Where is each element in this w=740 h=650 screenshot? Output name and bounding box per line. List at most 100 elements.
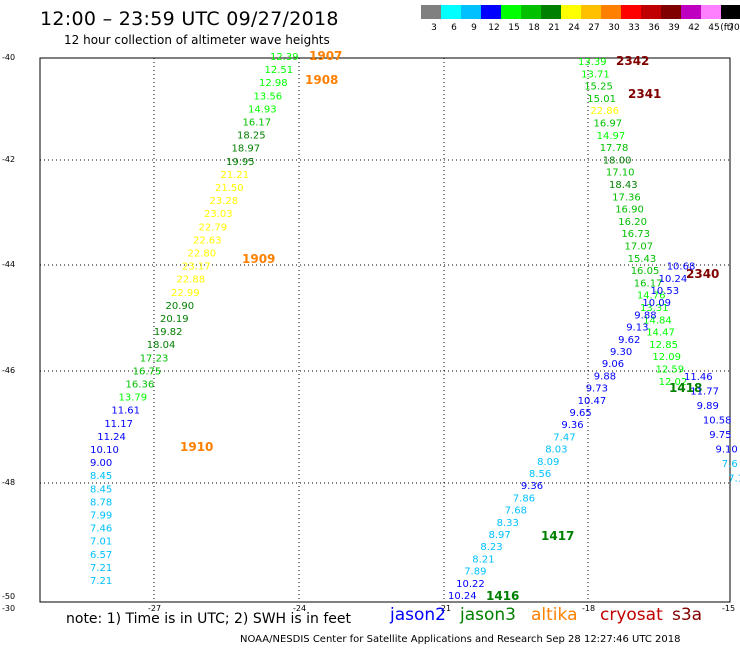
colorbar-swatch	[601, 5, 621, 19]
wave-height-value: 16.05	[631, 266, 660, 277]
wave-height-value: 11.46	[684, 372, 713, 383]
colorbar-swatch	[721, 5, 740, 19]
wave-height-value: 8.78	[90, 497, 112, 508]
corner-tick-label: -30	[2, 604, 16, 613]
wave-height-value: 21.50	[215, 183, 244, 194]
wave-height-value: 8.45	[90, 471, 112, 482]
wave-height-value: 13.71	[581, 69, 610, 80]
wave-height-value: 8.97	[489, 530, 511, 541]
lon-tick-label: -27	[148, 604, 162, 613]
wave-height-value: 17.78	[600, 143, 629, 154]
time-label: 2342	[616, 54, 649, 68]
lon-tick-label: -18	[582, 604, 596, 613]
wave-height-value: 13.79	[118, 393, 147, 404]
wave-height-value: 8.33	[497, 518, 519, 529]
time-label: 1418	[669, 381, 702, 395]
lon-tick-label: -24	[293, 604, 307, 613]
wave-height-value: 16.90	[615, 205, 644, 216]
legend-satellite-altika: altika	[531, 605, 578, 625]
colorbar-label: 3	[431, 23, 437, 33]
colorbar-label: 15	[508, 23, 520, 33]
wave-height-value: 9.06	[602, 359, 624, 370]
wave-height-value: 9.00	[90, 458, 112, 469]
page-title: 12:00 – 23:59 UTC 09/27/2018	[40, 8, 339, 30]
wave-height-value: 9.73	[586, 384, 608, 395]
wave-height-value: 16.73	[621, 229, 650, 240]
wave-height-value: 11.77	[690, 387, 719, 398]
colorbar-label: 27	[588, 23, 600, 33]
wave-height-value: 19.82	[154, 327, 183, 338]
wave-height-value: 6.57	[90, 550, 112, 561]
lon-tick-label: -21	[438, 604, 452, 613]
colorbar-swatch	[521, 5, 541, 19]
wave-height-value: 22.88	[176, 275, 205, 286]
colorbar-label: 39	[668, 23, 680, 33]
wave-height-value: 16.17	[634, 278, 663, 289]
colorbar-swatch	[661, 5, 681, 19]
colorbar-swatch	[641, 5, 661, 19]
wave-height-value: 8.56	[529, 469, 551, 480]
time-label: 1907	[309, 49, 342, 63]
wave-height-value: 7.6	[722, 459, 738, 470]
wave-height-value: 17.36	[612, 192, 641, 203]
wave-height-value: 9.65	[570, 408, 592, 419]
wave-height-value: 21.21	[220, 170, 249, 181]
wave-height-value: 10.53	[651, 286, 680, 297]
wave-height-value: 10.68	[667, 262, 696, 273]
wave-height-value: 16.75	[133, 366, 162, 377]
wave-height-value: 7.21	[90, 576, 112, 587]
time-label: 2340	[686, 267, 719, 281]
wave-height-value: 12.09	[652, 352, 681, 363]
wave-height-value: 23.03	[204, 209, 233, 220]
time-label: 2341	[628, 87, 661, 101]
legend-satellite-cryosat: cryosat	[600, 605, 663, 625]
colorbar-label: 6	[451, 23, 457, 33]
colorbar-swatch	[541, 5, 561, 19]
wave-height-value: 20.19	[160, 314, 189, 325]
time-label: 1416	[486, 589, 519, 603]
wave-height-value: 22.79	[198, 222, 227, 233]
wave-height-value: 16.20	[618, 217, 647, 228]
colorbar-swatch	[581, 5, 601, 19]
wave-height-value: 17.07	[625, 242, 654, 253]
wave-height-value: 17.23	[140, 353, 169, 364]
wave-height-value: 15.25	[584, 82, 613, 93]
wave-height-value: 9.88	[634, 310, 656, 321]
wave-height-value: 12.51	[264, 65, 293, 76]
wave-height-value: 19.95	[226, 157, 255, 168]
colorbar-swatch	[501, 5, 521, 19]
wave-height-value: 7.86	[513, 493, 535, 504]
wave-height-value: 7.99	[90, 511, 112, 522]
wave-height-value: 14.84	[643, 315, 672, 326]
page-subtitle: 12 hour collection of altimeter wave hei…	[64, 33, 330, 47]
colorbar-swatch	[461, 5, 481, 19]
track-far-right: 11.46 11.77 9.89 10.58 9.75 9.10 7.6 7.1	[684, 372, 740, 485]
wave-height-value: 16.36	[126, 380, 155, 391]
wave-height-value: 10.24	[659, 274, 688, 285]
wave-height-value: 18.97	[231, 144, 260, 155]
wave-height-value: 14.97	[597, 131, 626, 142]
wave-height-value: 9.36	[561, 420, 583, 431]
wave-height-value: 18.04	[147, 340, 176, 351]
wave-height-value: 12.39	[270, 52, 299, 63]
wave-height-value: 12.85	[649, 340, 678, 351]
colorbar-label: 42	[688, 23, 700, 33]
wave-height-value: 7.89	[464, 567, 486, 578]
wave-height-value: 12.98	[259, 78, 288, 89]
wave-height-value: 10.47	[578, 396, 607, 407]
lat-tick-label: -48	[2, 478, 16, 487]
colorbar-label: 12	[488, 23, 500, 33]
legend-note: note: 1) Time is in UTC; 2) SWH is in fe…	[66, 611, 352, 627]
colorbar-label: 33	[628, 23, 640, 33]
wave-height-value: 8.23	[480, 542, 502, 553]
time-label: 1909	[242, 252, 275, 266]
wave-height-value: 13.39	[578, 57, 607, 68]
wave-height-value: 11.17	[104, 419, 133, 430]
colorbar-swatch	[441, 5, 461, 19]
wave-height-value: 9.88	[594, 371, 616, 382]
footer-credit: NOAA/NESDIS Center for Satellite Applica…	[240, 634, 681, 645]
wave-height-value: 8.21	[472, 554, 494, 565]
wave-height-value: 9.89	[697, 401, 719, 412]
